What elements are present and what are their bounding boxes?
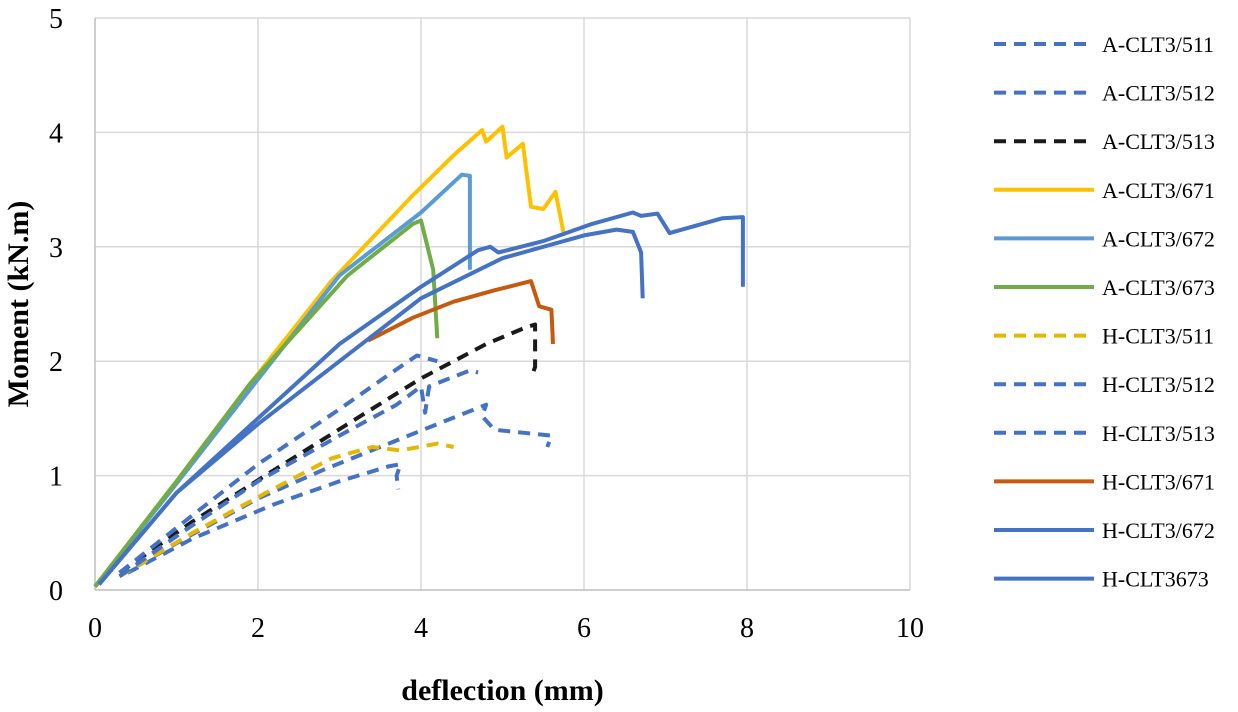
legend-label: H-CLT3/672: [1102, 518, 1215, 543]
legend-label: H-CLT3673: [1102, 567, 1209, 592]
x-tick-label: 0: [88, 613, 102, 644]
series-line-1: [118, 402, 554, 579]
grid: [95, 17, 911, 590]
x-tick-label: 6: [577, 613, 591, 644]
legend-label: H-CLT3/671: [1102, 469, 1215, 494]
x-tick-label: 10: [896, 613, 924, 644]
x-tick-label: 8: [740, 613, 754, 644]
y-tick-label: 0: [49, 576, 63, 607]
series-line-7: [118, 368, 479, 578]
y-tick-label: 1: [49, 462, 63, 493]
series-line-8: [118, 353, 438, 575]
series-line-5: [93, 218, 440, 588]
y-tick-label: 4: [49, 118, 63, 149]
y-tick-label: 5: [49, 4, 63, 35]
series-line-11: [97, 210, 745, 586]
legend-label: A-CLT3/513: [1102, 129, 1215, 154]
y-tick-label: 3: [49, 233, 63, 264]
series-line-10: [97, 227, 645, 586]
legend-label: A-CLT3/671: [1102, 178, 1215, 203]
legend-label: A-CLT3/672: [1102, 226, 1215, 251]
series-line-9: [367, 279, 555, 345]
legend-label: A-CLT3/511: [1102, 32, 1214, 57]
series-line-0: [126, 462, 403, 575]
legend-label: A-CLT3/673: [1102, 275, 1215, 300]
series-line-3: [93, 124, 566, 588]
legend-label: H-CLT3/512: [1102, 372, 1215, 397]
legend-label: A-CLT3/512: [1102, 81, 1215, 106]
legend-label: H-CLT3/513: [1102, 421, 1215, 446]
y-axis-title: Moment (kN.m): [2, 201, 35, 408]
series-line-2: [118, 322, 538, 575]
y-tick-label: 2: [49, 347, 63, 378]
x-tick-label: 4: [414, 613, 428, 644]
series-lines: [93, 124, 745, 588]
axes: 0 2 4 6 8 10 0 1 2 3 4 5 deflection (mm) Moment (kN.m…: [2, 4, 924, 707]
x-tick-label: 2: [251, 613, 265, 644]
series-line-6: [118, 441, 455, 579]
legend: A-CLT3/511 A-CLT3/512 A-CLT3/513 A-CLT3/671…: [994, 32, 1215, 592]
legend-label: H-CLT3/511: [1102, 324, 1214, 349]
x-axis-title: deflection (mm): [401, 674, 603, 707]
